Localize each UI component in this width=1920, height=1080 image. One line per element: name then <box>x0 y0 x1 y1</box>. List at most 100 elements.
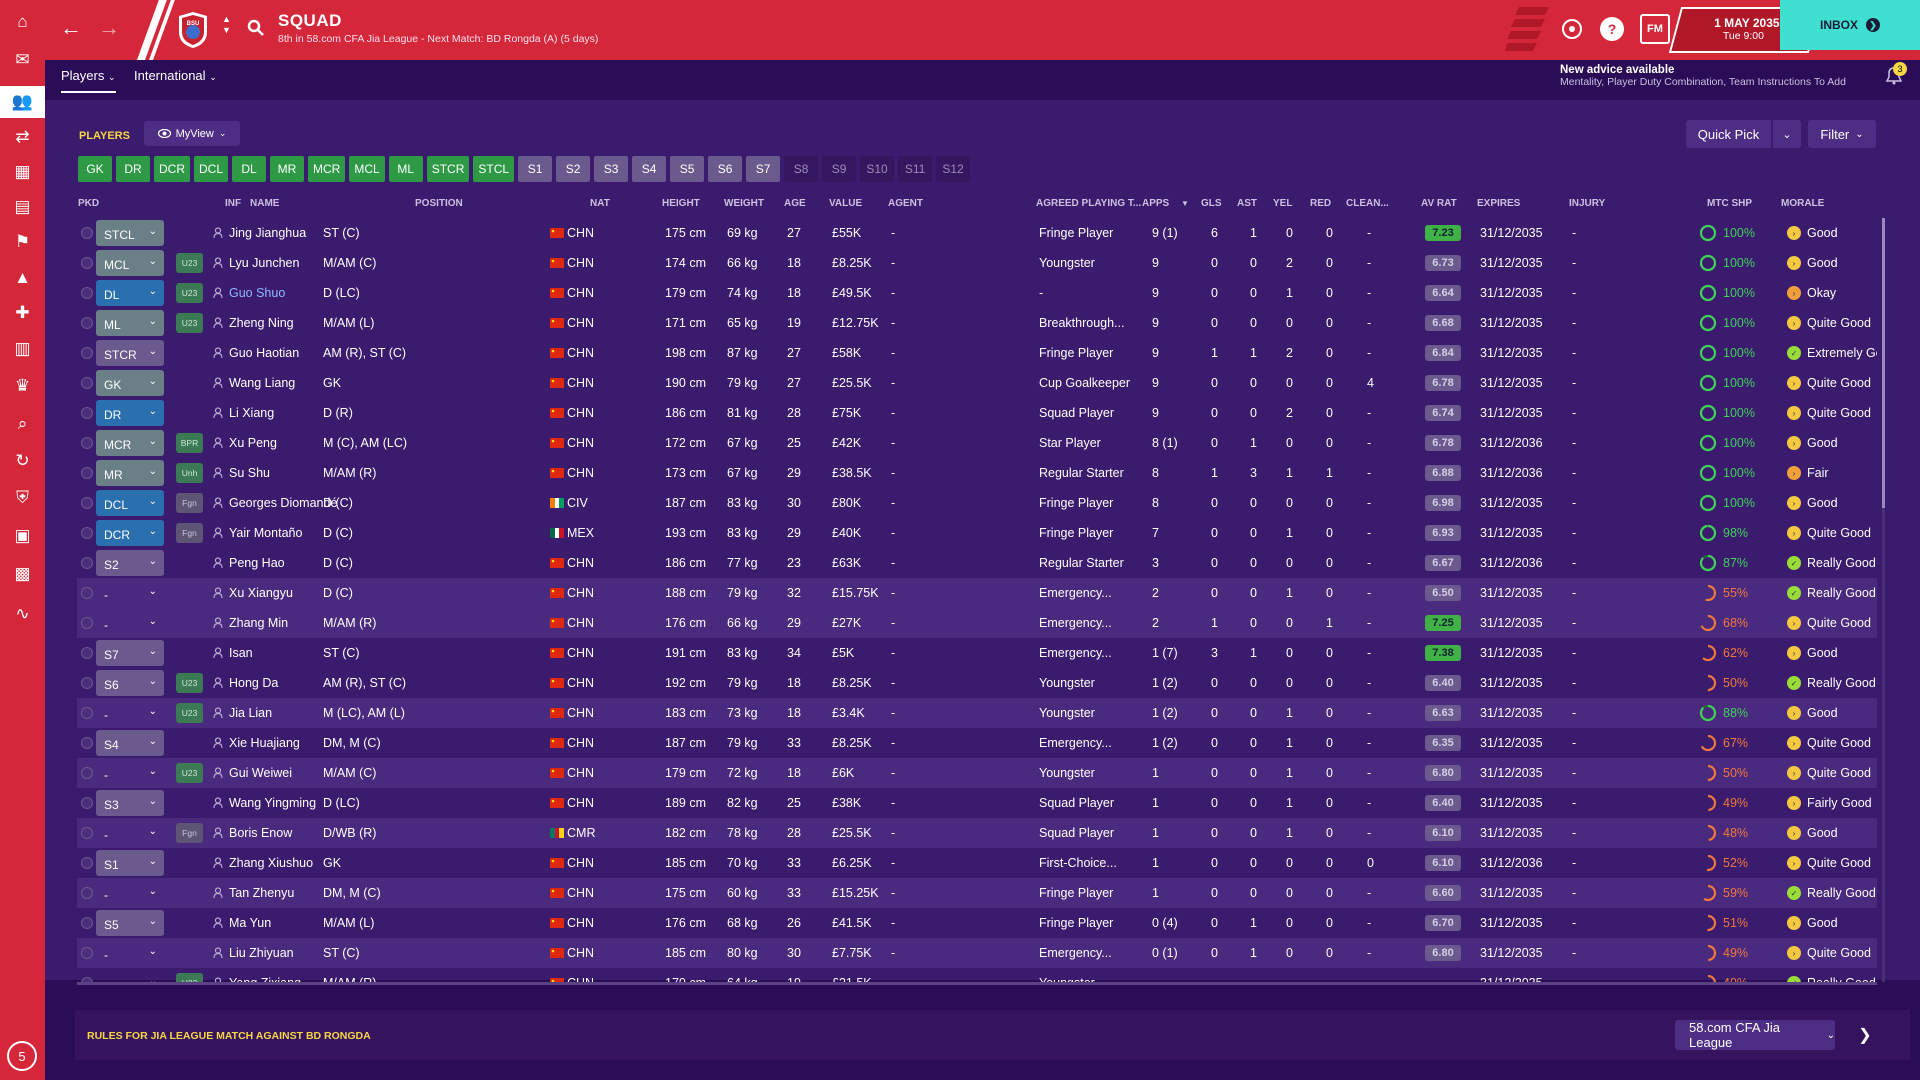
selection-dropdown[interactable]: DR ⌄ <box>96 400 164 426</box>
table-row[interactable]: STCR ⌄ Guo Haotian AM (R), ST (C) CHN 198 cm 8… <box>77 338 1877 368</box>
pick-checkbox[interactable] <box>81 767 93 779</box>
selection-dropdown[interactable]: -⌄ <box>96 760 164 786</box>
player-name[interactable]: Lyu Junchen <box>229 256 300 270</box>
club-switch-icon[interactable]: ▲ ▼ <box>222 14 231 35</box>
quick-pick-menu-button[interactable]: ⌄ <box>1773 120 1801 148</box>
column-header-apps[interactable]: APPS <box>1142 198 1170 209</box>
pick-checkbox[interactable] <box>81 377 93 389</box>
selection-dropdown[interactable]: -⌄ <box>96 700 164 726</box>
position-filter-s11[interactable]: S11 <box>898 156 933 182</box>
selection-dropdown[interactable]: GK ⌄ <box>96 370 164 396</box>
quick-pick-button[interactable]: Quick Pick <box>1686 120 1771 148</box>
selection-dropdown[interactable]: S1 ⌄ <box>96 850 164 876</box>
sidebar-item-tactics[interactable]: ▤ <box>0 191 45 223</box>
player-info-badge[interactable]: Unh <box>176 463 203 483</box>
pick-checkbox[interactable] <box>81 617 93 629</box>
column-header-mtc-shp[interactable]: MTC SHP <box>1707 198 1752 209</box>
position-filter-dr[interactable]: DR <box>116 156 150 182</box>
player-name[interactable]: Jing Jianghua <box>229 226 307 240</box>
tab-international[interactable]: International ⌄ <box>134 68 217 91</box>
table-row[interactable]: - ⌄ Liu Zhiyuan ST (C) CHN 185 cm 80 kg 30 £7.75… <box>77 938 1877 968</box>
table-row[interactable]: MR ⌄ Unh Su Shu M/AM (R) CHN 173 cm 67 kg 29 £38.… <box>77 458 1877 488</box>
pick-checkbox[interactable] <box>81 227 93 239</box>
selection-dropdown[interactable]: STCR ⌄ <box>96 340 164 366</box>
pick-checkbox[interactable] <box>81 707 93 719</box>
position-filter-s7[interactable]: S7 <box>746 156 781 182</box>
position-filter-s5[interactable]: S5 <box>670 156 705 182</box>
position-filter-stcr[interactable]: STCR <box>426 156 470 182</box>
pick-checkbox[interactable] <box>81 527 93 539</box>
position-filter-ml[interactable]: ML <box>388 156 423 182</box>
sidebar-item-scouting[interactable]: ⌕ <box>0 408 45 440</box>
player-name[interactable]: Gui Weiwei <box>229 766 292 780</box>
pick-checkbox[interactable] <box>81 347 93 359</box>
pick-checkbox[interactable] <box>81 497 93 509</box>
position-filter-mr[interactable]: MR <box>270 156 305 182</box>
player-name[interactable]: Wang Yingming <box>229 796 317 810</box>
table-row[interactable]: S2 ⌄ Peng Hao D (C) CHN 186 cm 77 kg 23 £63K - Reg… <box>77 548 1877 578</box>
notification-count-badge[interactable]: 5 <box>7 1041 37 1071</box>
match-rules-text[interactable]: RULES FOR JIA LEAGUE MATCH AGAINST BD RO… <box>87 1030 371 1042</box>
position-filter-dcl[interactable]: DCL <box>194 156 229 182</box>
player-info-badge[interactable]: U23 <box>176 763 203 783</box>
vertical-scrollbar-thumb[interactable] <box>1882 218 1885 508</box>
column-header-av-rat[interactable]: AV RAT <box>1421 198 1457 209</box>
player-info-badge[interactable]: U23 <box>176 973 203 982</box>
pick-checkbox[interactable] <box>81 317 93 329</box>
selection-dropdown[interactable]: ML ⌄ <box>96 310 164 336</box>
back-icon[interactable]: ← <box>60 15 82 40</box>
table-row[interactable]: S7 ⌄ Isan ST (C) CHN 191 cm 83 kg 34 £5K - Emergen… <box>77 638 1877 668</box>
player-info-badge[interactable]: U23 <box>176 703 203 723</box>
selection-dropdown[interactable]: S2 ⌄ <box>96 550 164 576</box>
player-name[interactable]: Tan Zhenyu <box>229 886 295 900</box>
player-name[interactable]: Zheng Ning <box>229 316 294 330</box>
table-row[interactable]: - ⌄ Tan Zhenyu DM, M (C) CHN 175 cm 60 kg 33 £15… <box>77 878 1877 908</box>
help-icon[interactable]: ? <box>1600 17 1624 41</box>
pick-checkbox[interactable] <box>81 287 93 299</box>
league-select[interactable]: 58.com CFA Jia League ⌄ <box>1675 1020 1835 1050</box>
table-row[interactable]: S4 ⌄ Xie Huajiang DM, M (C) CHN 187 cm 79 kg 33… <box>77 728 1877 758</box>
sidebar-item-finances[interactable]: ⛨ <box>0 482 45 514</box>
column-header-weight[interactable]: WEIGHT <box>724 198 764 209</box>
position-filter-mcl[interactable]: MCL <box>349 156 385 182</box>
player-info-badge[interactable]: Fgn <box>176 823 203 843</box>
sidebar-item-medical[interactable]: ✚ <box>0 297 45 329</box>
selection-dropdown[interactable]: STCL ⌄ <box>96 220 164 246</box>
pick-checkbox[interactable] <box>81 437 93 449</box>
sidebar-item-competitions[interactable]: ♛ <box>0 370 45 402</box>
selection-dropdown[interactable]: -⌄ <box>96 880 164 906</box>
player-name[interactable]: Ma Yun <box>229 916 272 930</box>
table-row[interactable]: MCL ⌄ U23 Lyu Junchen M/AM (C) CHN 174 cm 66 kg… <box>77 248 1877 278</box>
table-row[interactable]: S6 ⌄ U23 Hong Da AM (R), ST (C) CHN 192 cm 79 k… <box>77 668 1877 698</box>
tab-players[interactable]: Players ⌄ <box>61 68 116 93</box>
column-header-yel[interactable]: YEL <box>1273 198 1293 209</box>
position-filter-s1[interactable]: S1 <box>518 156 553 182</box>
column-header-morale[interactable]: MORALE <box>1781 198 1825 209</box>
position-filter-dl[interactable]: DL <box>232 156 267 182</box>
player-name[interactable]: Xu Peng <box>229 436 277 450</box>
column-header-position[interactable]: POSITION <box>415 198 463 209</box>
advice-notice[interactable]: New advice available Mentality, Player D… <box>1560 64 1846 88</box>
player-name[interactable]: Georges Diomandé <box>229 496 338 510</box>
table-row[interactable]: - ⌄ Xu Xiangyu D (C) CHN 188 cm 79 kg 32 £15.75K… <box>77 578 1877 608</box>
player-name[interactable]: Liu Zhiyuan <box>229 946 294 960</box>
player-name[interactable]: Wang Liang <box>229 376 296 390</box>
table-row[interactable]: DCL ⌄ Fgn Georges Diomandé D (C) CIV 187 cm 83 … <box>77 488 1877 518</box>
pick-checkbox[interactable] <box>81 467 93 479</box>
player-info-badge[interactable]: BPR <box>176 433 203 453</box>
player-info-badge[interactable]: Fgn <box>176 493 203 513</box>
sidebar-item-training[interactable]: ▲ <box>0 262 45 294</box>
sidebar-item-club[interactable]: ⚑ <box>0 226 45 258</box>
selection-dropdown[interactable]: DCL ⌄ <box>96 490 164 516</box>
vertical-scrollbar[interactable] <box>1882 218 1885 982</box>
column-header-height[interactable]: HEIGHT <box>662 198 700 209</box>
table-row[interactable]: STCL ⌄ Jing Jianghua ST (C) CHN 175 cm 69 kg 27… <box>77 218 1877 248</box>
player-info-badge[interactable]: U23 <box>176 313 203 333</box>
horizontal-scrollbar[interactable] <box>77 982 1877 985</box>
player-name[interactable]: Peng Hao <box>229 556 285 570</box>
pick-checkbox[interactable] <box>81 917 93 929</box>
table-row[interactable]: DL ⌄ U23 Guo Shuo D (LC) CHN 179 cm 74 kg 18 £49.… <box>77 278 1877 308</box>
table-row[interactable]: - ⌄ U23 Jia Lian M (LC), AM (L) CHN 183 cm 73 k… <box>77 698 1877 728</box>
column-header-clean[interactable]: CLEAN... <box>1346 198 1389 209</box>
pick-checkbox[interactable] <box>81 587 93 599</box>
